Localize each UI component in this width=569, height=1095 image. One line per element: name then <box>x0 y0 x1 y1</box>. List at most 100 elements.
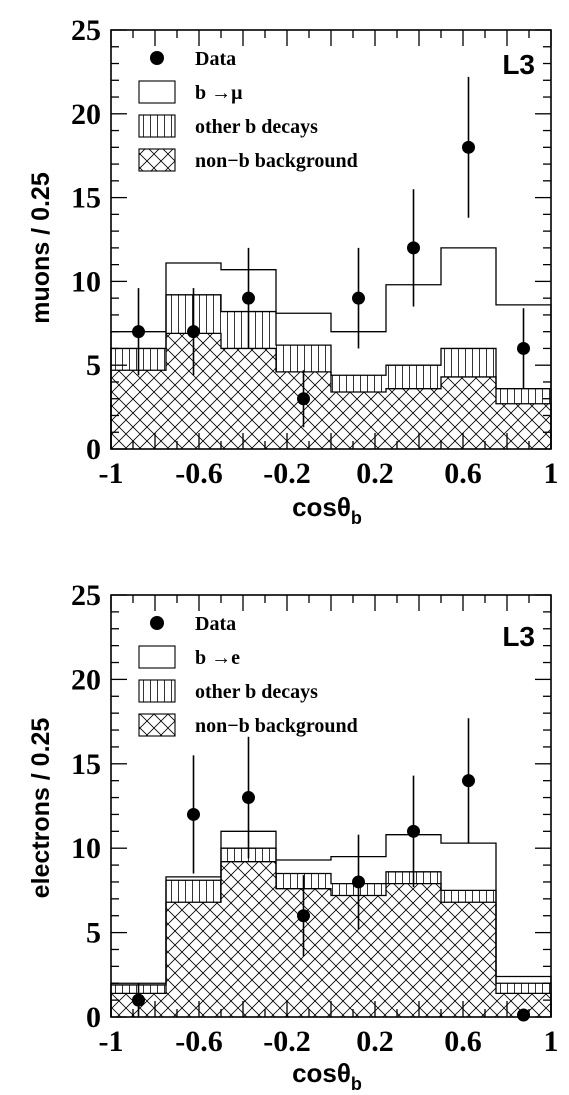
data-point <box>517 341 530 355</box>
background-bin <box>111 370 166 449</box>
x-tick-label: 0.6 <box>444 1025 482 1058</box>
legend-label: non−b background <box>195 150 358 172</box>
signal-bin <box>441 247 496 349</box>
data-point <box>242 791 255 805</box>
y-tick-label: 15 <box>71 182 101 215</box>
signal-bin <box>441 843 496 891</box>
legend-swatch <box>138 114 176 138</box>
x-tick-label: -1 <box>99 1025 124 1058</box>
data-point <box>352 875 365 889</box>
y-tick-label: 25 <box>71 14 101 47</box>
legend-label: Data <box>195 613 236 635</box>
x-tick-label: -0.6 <box>175 457 223 490</box>
x-tick-label: 1 <box>544 1025 559 1058</box>
data-point <box>462 774 475 788</box>
legend-swatch <box>138 80 176 104</box>
y-tick-label: 10 <box>71 265 101 298</box>
background-bin <box>221 348 276 449</box>
data-point <box>132 325 145 339</box>
other-b-bin <box>441 890 496 903</box>
other-b-bin <box>166 880 221 903</box>
x-tick-label: -0.6 <box>175 1025 223 1058</box>
background-bin <box>166 902 221 1017</box>
other-b-bin <box>386 365 441 389</box>
y-tick-label: 5 <box>86 917 101 950</box>
data-point <box>462 140 475 154</box>
other-b-bin <box>496 388 551 404</box>
y-tick-label: 20 <box>71 98 101 131</box>
legend-marker-data <box>150 51 164 65</box>
y-tick-label: 0 <box>86 1001 101 1034</box>
legend-label: other b decays <box>195 681 318 703</box>
data-point <box>187 325 200 339</box>
background-bin <box>496 993 551 1017</box>
background-bin <box>496 403 551 449</box>
x-axis-label-main: cosθ <box>292 1058 351 1088</box>
x-axis-label-subscript: b <box>351 508 362 528</box>
data-point <box>132 993 145 1007</box>
legend-marker-data <box>150 616 164 630</box>
background-bin <box>386 883 441 1017</box>
histogram-stack <box>110 830 552 1017</box>
data-point <box>297 392 310 406</box>
total-with-b-to-lepton-outline <box>110 830 552 1017</box>
x-tick-label: -1 <box>99 457 124 490</box>
other-b-bin <box>331 375 386 393</box>
x-tick-label: -0.2 <box>263 457 311 490</box>
electrons-panel: electrons / 0.25 -1 -0.6 -0.2 0.2 0.6 1051015… <box>27 579 559 1094</box>
legend-label: b →e <box>195 647 240 669</box>
data-point <box>352 291 365 305</box>
legend: Data b →μ other b decays non−b background <box>138 48 358 172</box>
legend-label: other b decays <box>195 116 318 138</box>
x-tick-label: 0.6 <box>444 457 482 490</box>
other-b-bin <box>441 348 496 377</box>
data-point <box>407 824 420 838</box>
background-bin <box>441 902 496 1017</box>
data-points <box>132 76 530 428</box>
legend-swatch <box>138 713 176 737</box>
x-axis-label: cosθb <box>292 492 362 528</box>
x-axis-label: cosθb <box>292 1058 362 1094</box>
experiment-label: L3 <box>502 621 535 652</box>
y-tick-label: 10 <box>71 832 101 865</box>
total-with-b-to-lepton-outline <box>110 247 552 449</box>
legend-swatch <box>138 679 176 703</box>
x-tick-label: 1 <box>544 457 559 490</box>
background-bin <box>221 861 276 1017</box>
data-point <box>297 909 310 923</box>
x-axis-label-main: cosθ <box>292 492 351 522</box>
legend-label: Data <box>195 48 236 70</box>
data-point <box>407 241 420 255</box>
data-point <box>242 291 255 305</box>
legend-swatch <box>138 645 176 669</box>
y-tick-label: 0 <box>86 433 101 466</box>
legend: Data b →e other b decays non−b background <box>138 613 358 737</box>
muons-panel: muons / 0.25 -1 -0.6 -0.2 0.2 0.6 10510152025… <box>27 14 559 528</box>
signal-bin <box>496 976 551 984</box>
y-axis-label: muons / 0.25 <box>27 172 55 324</box>
background-bin <box>386 388 441 449</box>
x-tick-label: -0.2 <box>263 1025 311 1058</box>
legend-swatch <box>138 148 176 172</box>
data-point <box>517 1008 530 1022</box>
legend-label: non−b background <box>195 715 358 737</box>
background-bin <box>441 376 496 449</box>
data-points <box>132 718 530 1022</box>
signal-bin <box>166 876 221 881</box>
other-b-bin <box>276 345 331 372</box>
experiment-label: L3 <box>502 49 535 80</box>
x-axis-label-subscript: b <box>351 1074 362 1094</box>
y-tick-label: 5 <box>86 349 101 382</box>
y-tick-label: 25 <box>71 579 101 612</box>
x-tick-label: 0.2 <box>356 1025 394 1058</box>
other-b-bin <box>496 983 551 994</box>
legend-label: b →μ <box>195 82 243 104</box>
background-bin <box>331 392 386 449</box>
x-tick-label: 0.2 <box>356 457 394 490</box>
data-point <box>187 807 200 821</box>
histogram-stack <box>110 247 552 449</box>
y-tick-label: 15 <box>71 748 101 781</box>
